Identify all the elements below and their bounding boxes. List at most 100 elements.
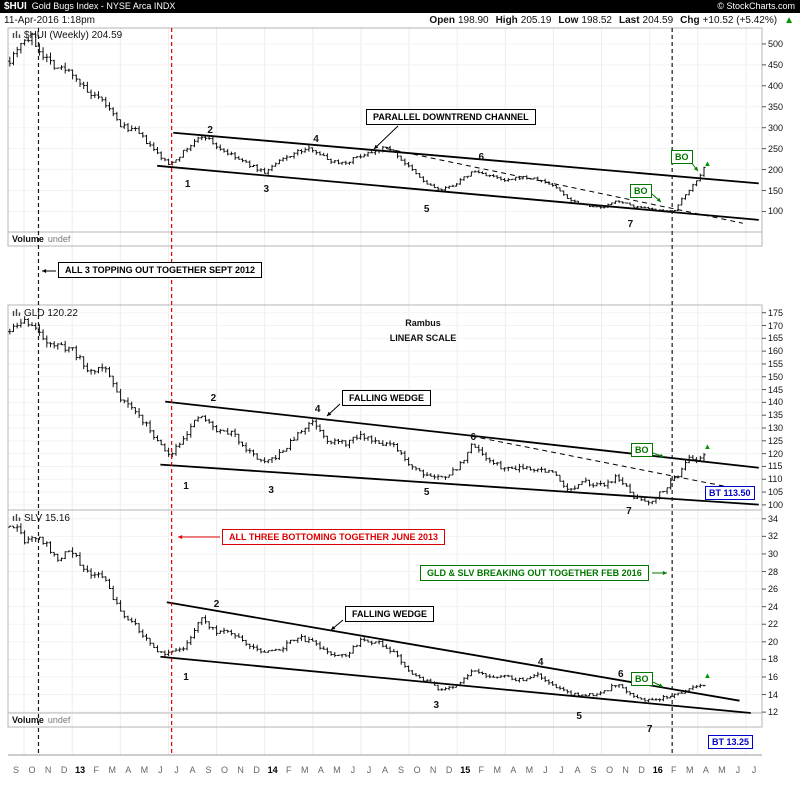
gld-point-5: 5: [423, 486, 430, 498]
slv-y-axis-label: 22: [768, 619, 779, 630]
slv-y-axis-label: 24: [768, 601, 779, 612]
topping-label: ALL 3 TOPPING OUT TOGETHER SEPT 2012: [58, 262, 263, 278]
hui-point-7: 7: [627, 218, 634, 230]
slv-y-axis-label: 20: [768, 636, 779, 647]
gld-y-axis-label: 130: [768, 423, 784, 433]
gld-y-axis-label: 160: [768, 346, 784, 357]
quote-bar: 11-Apr-2016 1:18pm Open 198.90 High 205.19 L…: [0, 13, 800, 28]
chart-type-icon: [12, 513, 21, 525]
open-label: Open: [429, 15, 455, 26]
x-axis-label: N: [622, 765, 629, 775]
gld-wedge-upper: [165, 400, 759, 469]
x-axis-label: M: [140, 765, 149, 775]
x-axis-label: 16: [652, 765, 663, 775]
x-axis-label: D: [638, 765, 645, 775]
x-axis-label: A: [189, 765, 196, 775]
x-axis-label: F: [285, 765, 292, 775]
annotation-arrowhead: [374, 144, 379, 149]
hui-y-axis-label: 350: [768, 101, 784, 112]
bo-slv: BO: [631, 672, 653, 686]
hui-y-axis-label: 100: [768, 206, 784, 217]
quote-line: Open 198.90 High 205.19 Low 198.52 Last 204.59 C…: [429, 13, 794, 28]
annotation-arrowhead: [693, 166, 698, 171]
x-axis-label: A: [510, 765, 517, 775]
annotation-arrowhead: [662, 571, 667, 575]
channel-label: PARALLEL DOWNTREND CHANNEL: [366, 109, 536, 125]
breakout-arrow-icon: ▲: [703, 671, 712, 681]
slv-point-1: 1: [183, 671, 189, 683]
gld-y-axis-label: 150: [768, 371, 784, 382]
gld-y-axis-label: 145: [768, 384, 784, 395]
x-axis-label: J: [158, 765, 163, 775]
x-axis-label: M: [525, 765, 534, 775]
x-axis-label: O: [221, 765, 229, 775]
open-value: 198.90: [457, 15, 489, 26]
x-axis-label: M: [301, 765, 309, 775]
slv-point-5: 5: [576, 711, 582, 723]
slv-y-axis-label: 34: [768, 513, 779, 524]
annotation-arrowhead: [331, 625, 336, 630]
x-axis-label: M: [493, 765, 502, 775]
slv-point-7: 7: [646, 724, 653, 736]
slv-wedge-upper: [166, 601, 740, 702]
symbol-name: Gold Bugs Index - NYSE Arca INDX: [31, 1, 176, 11]
annotation-arrowhead: [327, 411, 332, 416]
bt-gld: BT 113.50: [705, 486, 755, 500]
up-arrow-icon: ▲: [784, 15, 794, 26]
slv-y-axis-label: 32: [768, 531, 779, 542]
hui-inner-downtrend: [386, 148, 743, 224]
x-axis-label: M: [108, 765, 117, 775]
x-axis-label: S: [13, 765, 20, 775]
x-axis-label: A: [125, 765, 132, 775]
gld-y-axis-label: 100: [768, 499, 784, 510]
annotation-arrowhead: [42, 269, 47, 273]
gld-point-2: 2: [210, 392, 217, 404]
hui-y-axis-label: 250: [768, 143, 784, 154]
x-axis-label: J: [735, 765, 741, 775]
x-axis-label: S: [205, 765, 212, 775]
linear-scale-note: LINEAR SCALE: [389, 333, 457, 343]
x-axis-label: D: [253, 765, 260, 775]
last-label: Last: [618, 15, 640, 26]
volume-text: Volume: [12, 715, 44, 725]
x-axis-label: O: [606, 765, 614, 775]
gld-legend: GLD 120.22: [24, 308, 78, 319]
chart-type-icon: [12, 308, 21, 320]
x-axis-label: N: [44, 765, 52, 775]
volume-text: Volume: [12, 234, 44, 244]
symbol: $HUI: [4, 1, 27, 12]
last-value: 204.59: [642, 15, 674, 26]
chg-value: +10.52 (+5.42%): [702, 15, 778, 26]
hui-y-axis-label: 450: [768, 59, 784, 70]
hui-y-axis-label: 200: [768, 164, 784, 175]
x-axis-label: 13: [75, 765, 86, 775]
gld-y-axis-label: 120: [768, 448, 784, 459]
hui-y-axis-label: 500: [768, 38, 784, 49]
breakout-label: GLD & SLV BREAKING OUT TOGETHER FEB 2016: [420, 565, 649, 581]
x-axis-label: 15: [460, 765, 471, 775]
rambus-note: Rambus: [405, 318, 441, 328]
slv-point-2: 2: [213, 598, 220, 610]
x-axis-label: D: [60, 765, 68, 775]
gld-y-axis-label: 115: [768, 461, 783, 472]
slv-y-axis-label: 18: [768, 654, 779, 665]
gld-y-axis-label: 140: [768, 397, 784, 408]
hui-point-2: 2: [207, 125, 213, 137]
high-value: 205.19: [520, 15, 552, 26]
hui-panel-title: $HUI (Weekly) 204.59: [12, 30, 122, 42]
hui-y-axis-label: 150: [768, 185, 784, 196]
x-axis-label: S: [398, 765, 405, 775]
chart-header: $HUI Gold Bugs Index - NYSE Arca INDX © S…: [0, 0, 800, 13]
bottoming-label: ALL THREE BOTTOMING TOGETHER JUNE 2013: [222, 529, 446, 545]
x-axis-label: A: [702, 765, 709, 775]
volume-label-1: Volume undef: [12, 234, 70, 244]
gld-point-6: 6: [470, 431, 476, 443]
x-axis-label: J: [350, 765, 356, 775]
gld-panel-title: GLD 120.22: [12, 308, 78, 320]
gld-point-7: 7: [626, 505, 632, 517]
x-axis-label: M: [686, 765, 694, 775]
slv-y-axis-label: 26: [768, 584, 779, 595]
x-axis-label: O: [413, 765, 421, 775]
x-axis-label: M: [718, 765, 726, 775]
